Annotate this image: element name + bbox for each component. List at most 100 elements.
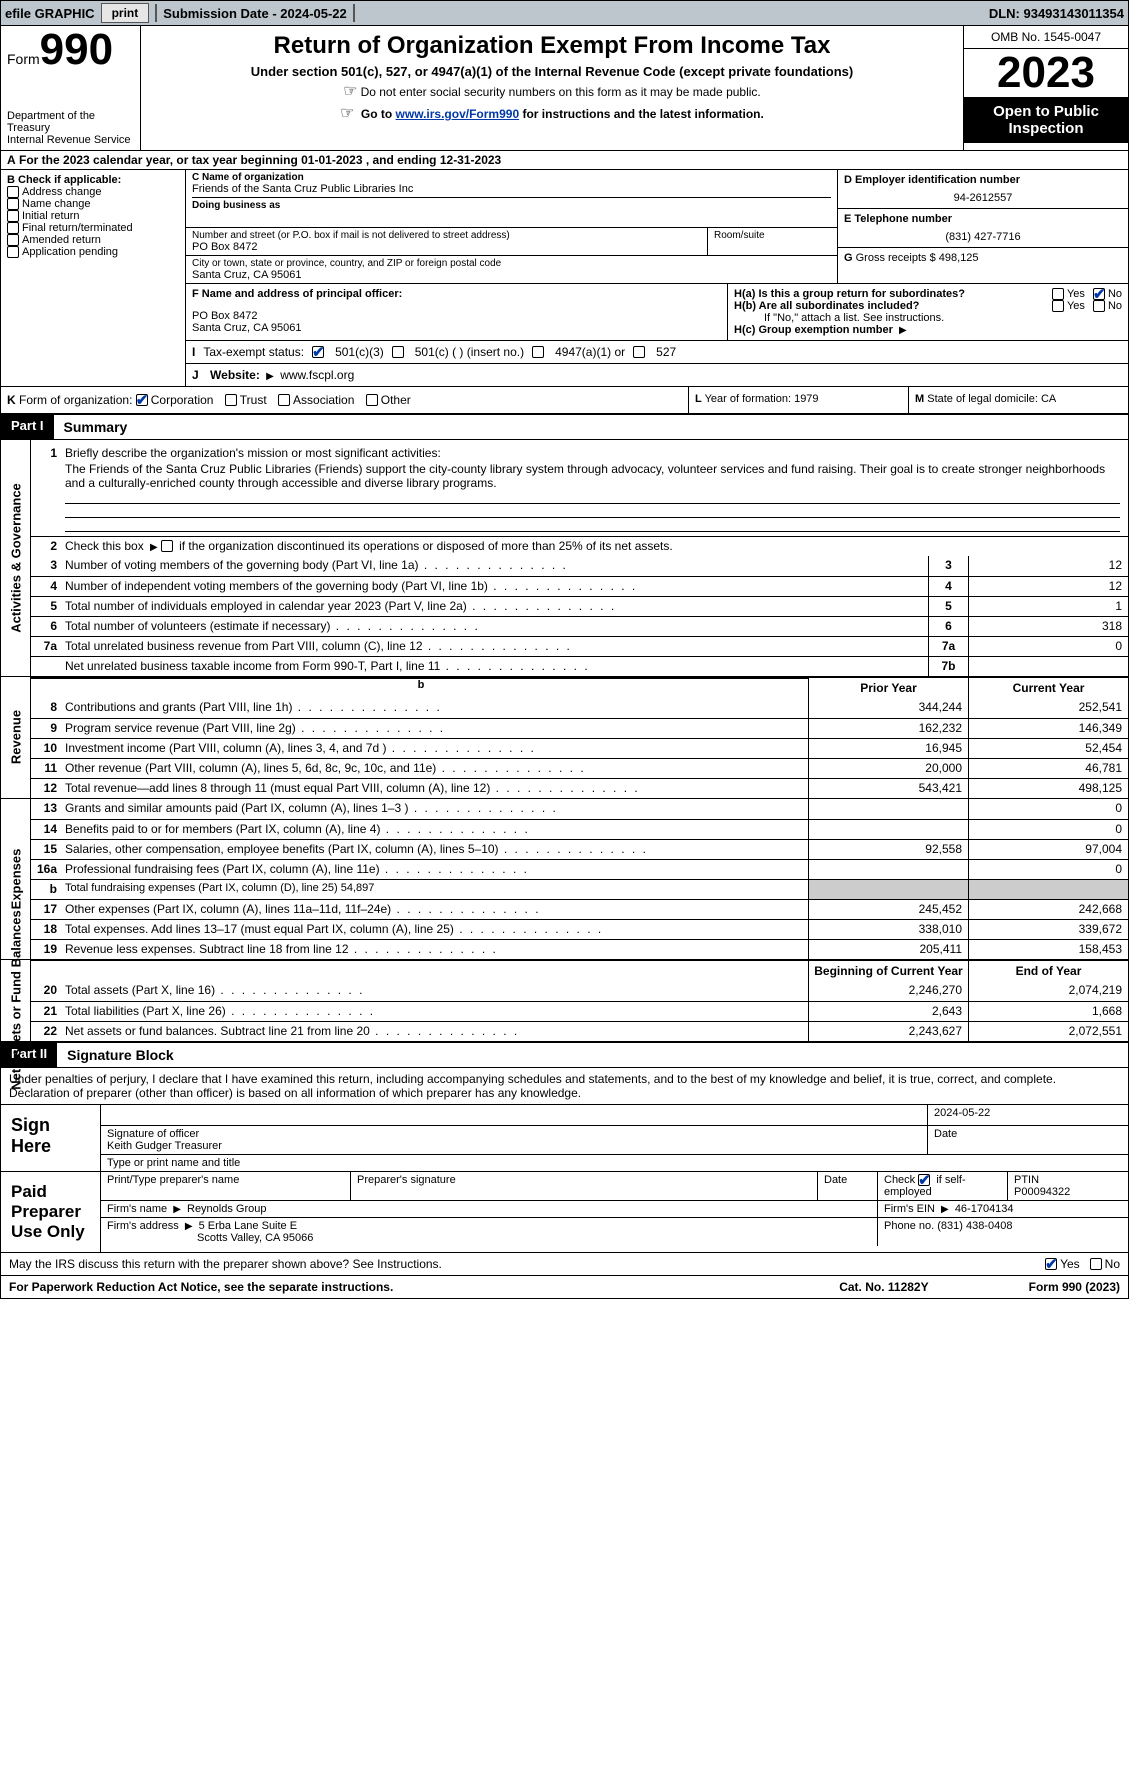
m-label: M (915, 393, 924, 405)
hb-no[interactable] (1093, 300, 1105, 312)
line-text: Revenue less expenses. Subtract line 18 … (61, 940, 808, 959)
discuss-no[interactable] (1090, 1258, 1102, 1270)
cb-other[interactable] (366, 394, 378, 406)
cb-assoc[interactable] (278, 394, 290, 406)
separator (353, 4, 355, 22)
gross-receipts: 498,125 (939, 252, 979, 264)
hb-text: H(b) Are all subordinates included? (734, 300, 919, 312)
declaration: Under penalties of perjury, I declare th… (1, 1068, 1128, 1105)
line-val: 0 (968, 637, 1128, 656)
line-num: 19 (31, 940, 61, 959)
date-value: 2024-05-22 (934, 1107, 990, 1119)
form-title: Return of Organization Exempt From Incom… (151, 32, 953, 60)
cb-label: Amended return (22, 234, 101, 246)
line-text: Grants and similar amounts paid (Part IX… (61, 799, 808, 819)
ha-yes[interactable] (1052, 288, 1064, 300)
checkbox-app-pending[interactable] (7, 246, 19, 258)
discuss-yes[interactable] (1045, 1258, 1057, 1270)
curr-val: 158,453 (968, 940, 1128, 959)
l-text: Year of formation: 1979 (705, 393, 819, 405)
curr-val: 52,454 (968, 739, 1128, 758)
line-text: Total number of individuals employed in … (61, 597, 928, 616)
cb-501c3[interactable] (312, 346, 324, 358)
hb-yes[interactable] (1052, 300, 1064, 312)
cb-label: Name change (22, 198, 91, 210)
4947: 4947(a)(1) or (555, 345, 625, 359)
prior-val: 16,945 (808, 739, 968, 758)
ha-no[interactable] (1093, 288, 1105, 300)
section-revenue: Revenue b Prior Year Current Year 8Contr… (0, 677, 1129, 799)
firm-ein-label: Firm's EIN (884, 1203, 935, 1215)
line-row: 20Total assets (Part X, line 16)2,246,27… (31, 981, 1128, 1001)
line-text: Total expenses. Add lines 13–17 (must eq… (61, 920, 808, 939)
row-klm: K Form of organization: Corporation Trus… (0, 387, 1129, 414)
part-i-label: Part I (1, 414, 54, 439)
vtab-activities: Activities & Governance (1, 440, 31, 676)
prior-val (808, 799, 968, 819)
irs-link[interactable]: www.irs.gov/Form990 (396, 107, 520, 121)
print-button[interactable]: print (101, 3, 150, 23)
checkbox-amended[interactable] (7, 234, 19, 246)
checkbox-name-change[interactable] (7, 198, 19, 210)
prior-val: 245,452 (808, 900, 968, 919)
cb-discontinued[interactable] (161, 540, 173, 552)
no-label: No (1108, 300, 1122, 312)
box-address: Number and street (or P.O. box if mail i… (186, 227, 838, 255)
line-num: 15 (31, 840, 61, 859)
firm-addr1: 5 Erba Lane Suite E (199, 1220, 297, 1232)
street: PO Box 8472 (192, 241, 701, 253)
col-right-deg: D Employer identification number 94-2612… (838, 170, 1128, 283)
checkbox-final-return[interactable] (7, 222, 19, 234)
phone-value: (831) 427-7716 (844, 231, 1122, 243)
hc-text: H(c) Group exemption number (734, 324, 893, 336)
line-row: 7aTotal unrelated business revenue from … (31, 636, 1128, 656)
line-num: 11 (31, 759, 61, 778)
cb-501c[interactable] (392, 346, 404, 358)
501c: 501(c) ( ) (insert no.) (415, 345, 524, 359)
line-val: 12 (968, 556, 1128, 576)
curr-val: 242,668 (968, 900, 1128, 919)
cb-4947[interactable] (532, 346, 544, 358)
officer-addr2: Santa Cruz, CA 95061 (192, 322, 721, 334)
prep-phone-label: Phone no. (884, 1220, 934, 1232)
prep-date: Date (818, 1172, 878, 1200)
line-row: 4Number of independent voting members of… (31, 576, 1128, 596)
line-num: 18 (31, 920, 61, 939)
checkbox-address-change[interactable] (7, 186, 19, 198)
line-text: Program service revenue (Part VIII, line… (61, 719, 808, 738)
line-text: Total number of volunteers (estimate if … (61, 617, 928, 636)
cb-self-employed[interactable] (918, 1174, 930, 1186)
sign-here: Sign Here (1, 1105, 101, 1171)
527: 527 (656, 345, 676, 359)
prior-year-hdr: Prior Year (808, 678, 968, 698)
line-row: 17Other expenses (Part IX, column (A), l… (31, 899, 1128, 919)
line-val (968, 657, 1128, 676)
line-cellnum: 6 (928, 617, 968, 636)
cb-527[interactable] (633, 346, 645, 358)
section-expenses: Expenses 13Grants and similar amounts pa… (0, 799, 1129, 960)
irs-discuss: May the IRS discuss this return with the… (0, 1253, 1129, 1276)
cb-corp[interactable] (136, 394, 148, 406)
street-label: Number and street (or P.O. box if mail i… (192, 230, 701, 241)
curr-val: 2,074,219 (968, 981, 1128, 1001)
line-text: Salaries, other compensation, employee b… (61, 840, 808, 859)
line-val: 1 (968, 597, 1128, 616)
cb-label: Final return/terminated (22, 222, 133, 234)
city-label: City or town, state or province, country… (192, 258, 831, 269)
line-row: 21Total liabilities (Part X, line 26)2,6… (31, 1001, 1128, 1021)
yes-label: Yes (1067, 300, 1085, 312)
line-text: Benefits paid to or for members (Part IX… (61, 820, 808, 839)
line-row: 13Grants and similar amounts paid (Part … (31, 799, 1128, 819)
line2-num: 2 (31, 537, 61, 556)
checkbox-initial-return[interactable] (7, 210, 19, 222)
mission-statement: The Friends of the Santa Cruz Public Lib… (31, 462, 1128, 490)
cb-trust[interactable] (225, 394, 237, 406)
omb-number: OMB No. 1545-0047 (964, 26, 1128, 49)
vtab-revenue: Revenue (1, 677, 31, 798)
box-b-checkboxes: B Check if applicable: Address change Na… (1, 170, 186, 386)
part-ii-title: Signature Block (57, 1042, 1128, 1067)
prior-val: 2,643 (808, 1002, 968, 1021)
box-g-gross: G Gross receipts $ 498,125 (838, 248, 1128, 268)
line-num: 6 (31, 617, 61, 636)
phone-label: E Telephone number (844, 213, 1122, 225)
